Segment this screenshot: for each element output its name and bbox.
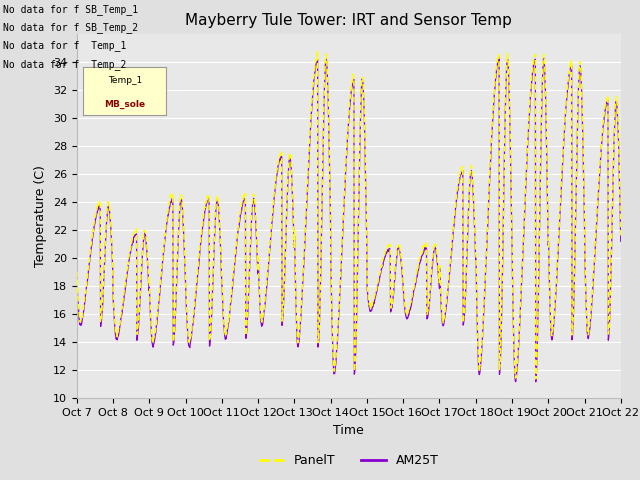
Text: MB_sole: MB_sole <box>104 100 145 109</box>
Legend: PanelT, AM25T: PanelT, AM25T <box>254 449 444 472</box>
Y-axis label: Temperature (C): Temperature (C) <box>35 165 47 267</box>
Text: No data for f  Temp_2: No data for f Temp_2 <box>3 59 127 70</box>
Text: No data for f  Temp_1: No data for f Temp_1 <box>3 40 127 51</box>
Text: Temp_1: Temp_1 <box>108 76 142 85</box>
Text: No data for f SB_Temp_1: No data for f SB_Temp_1 <box>3 4 138 15</box>
Text: No data for f SB_Temp_2: No data for f SB_Temp_2 <box>3 22 138 33</box>
X-axis label: Time: Time <box>333 424 364 437</box>
Title: Mayberry Tule Tower: IRT and Sensor Temp: Mayberry Tule Tower: IRT and Sensor Temp <box>186 13 512 28</box>
